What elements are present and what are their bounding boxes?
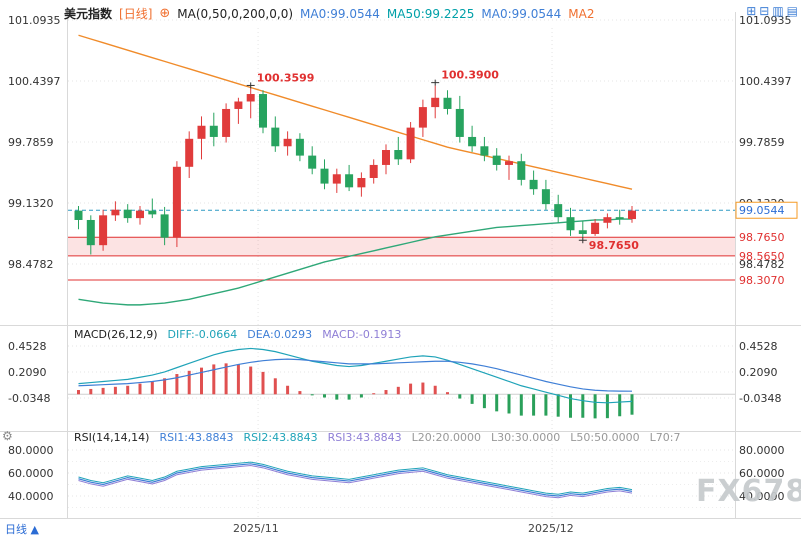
svg-text:99.1320: 99.1320 — [8, 197, 54, 210]
svg-text:0.4528: 0.4528 — [739, 340, 778, 353]
rsi-l20-value: L20:20.0000 — [411, 431, 481, 444]
bottom-timeframe-label: 日线 — [5, 523, 27, 536]
up-triangle-icon: ▲ — [30, 523, 39, 536]
layout-controls: ⊞ ⊟ ▥ ▤ — [746, 4, 798, 18]
axis-labels: 101.0935 101.0935 100.4397 100.4397 99.7859 9… — [8, 14, 798, 503]
svg-text:0.2090: 0.2090 — [739, 366, 778, 379]
rsi1-value: RSI1:43.8843 — [159, 431, 234, 444]
svg-text:60.0000: 60.0000 — [8, 467, 54, 480]
svg-text:101.0935: 101.0935 — [8, 14, 61, 27]
candlestick-series[interactable] — [74, 85, 637, 255]
svg-text:98.7650: 98.7650 — [739, 231, 785, 244]
svg-text:98.4782: 98.4782 — [739, 258, 785, 271]
timeframe-label[interactable]: [日线] — [119, 7, 153, 21]
rsi-title[interactable]: RSI(14,14,14) — [74, 431, 150, 444]
svg-text:99.7859: 99.7859 — [739, 136, 785, 149]
watermark: FX678 — [696, 474, 801, 509]
ma-lines — [78, 34, 633, 306]
svg-text:80.0000: 80.0000 — [8, 444, 54, 457]
svg-text:100.4397: 100.4397 — [739, 75, 792, 88]
x-axis-label-dec: 2025/12 — [528, 522, 574, 535]
rsi-l70-value: L70:7 — [649, 431, 681, 444]
symbol-name: 美元指数 — [64, 7, 113, 21]
svg-text:80.0000: 80.0000 — [739, 444, 785, 457]
rsi-pane — [78, 461, 633, 499]
rsi-l30-value: L30:30.0000 — [490, 431, 561, 444]
macd-title[interactable]: MACD(26,12,9) — [74, 328, 158, 341]
svg-text:99.0544: 99.0544 — [739, 204, 785, 217]
macd-diff-value: DIFF:-0.0664 — [167, 328, 238, 341]
bottom-timeframe[interactable]: 日线 ▲ — [5, 521, 39, 537]
pane-split-icon[interactable]: ⊟ — [759, 4, 770, 18]
svg-text:60.0000: 60.0000 — [739, 467, 785, 480]
svg-text:99.7859: 99.7859 — [8, 136, 54, 149]
svg-text:100.4397: 100.4397 — [8, 75, 61, 88]
pane-grid-icon[interactable]: ⊞ — [746, 4, 757, 18]
svg-text:98.4782: 98.4782 — [8, 258, 54, 271]
ma50-value: MA50:99.2225 — [386, 6, 475, 21]
svg-text:0.2090: 0.2090 — [8, 366, 47, 379]
svg-text:40.0000: 40.0000 — [739, 490, 785, 503]
svg-text:98.5650: 98.5650 — [739, 250, 785, 263]
svg-text:100.3599: 100.3599 — [257, 71, 315, 84]
ma200-value: MA2 — [568, 6, 595, 21]
indicator-settings-icon[interactable]: ⚙ — [2, 429, 13, 443]
pane-rows-icon[interactable]: ▥ — [772, 4, 784, 18]
svg-text:101.0935: 101.0935 — [739, 14, 792, 27]
rsi2-value: RSI2:43.8843 — [243, 431, 318, 444]
toolbar: 美元指数 [日线] ⊕ MA(0,50,0,200,0,0) MA0:99.05… — [64, 5, 594, 22]
svg-text:-0.0348: -0.0348 — [739, 392, 781, 405]
svg-text:-0.0348: -0.0348 — [8, 392, 50, 405]
macd-label-row: MACD(26,12,9) DIFF:-0.0664 DEA:0.0293 MA… — [74, 328, 734, 341]
svg-text:40.0000: 40.0000 — [8, 490, 54, 503]
ma0b-value: MA0:99.0544 — [481, 6, 562, 21]
price-annotations: 100.3599 100.3900 98.7650 — [246, 69, 639, 252]
svg-text:98.7650: 98.7650 — [589, 239, 639, 252]
rsi-label-row: RSI(14,14,14) RSI1:43.8843 RSI2:43.8843 … — [74, 431, 734, 444]
x-axis-label-nov: 2025/11 — [233, 522, 279, 535]
svg-text:98.3070: 98.3070 — [739, 274, 785, 287]
svg-text:0.4528: 0.4528 — [8, 340, 47, 353]
support-band — [68, 209, 735, 281]
rsi-l50-value: L50:50.0000 — [570, 431, 640, 444]
macd-pane — [68, 347, 735, 419]
ma0-value: MA0:99.0544 — [300, 6, 380, 21]
pane-restore-icon[interactable]: ▤ — [786, 4, 798, 18]
add-indicator-icon[interactable]: ⊕ — [159, 5, 171, 21]
svg-text:100.3900: 100.3900 — [441, 69, 499, 82]
grid-lines — [0, 12, 801, 519]
macd-dea-value: DEA:0.0293 — [247, 328, 313, 341]
rsi3-value: RSI3:43.8843 — [327, 431, 402, 444]
macd-macd-value: MACD:-0.1913 — [322, 328, 402, 341]
ma-settings-label[interactable]: MA(0,50,0,200,0,0) — [177, 6, 294, 21]
